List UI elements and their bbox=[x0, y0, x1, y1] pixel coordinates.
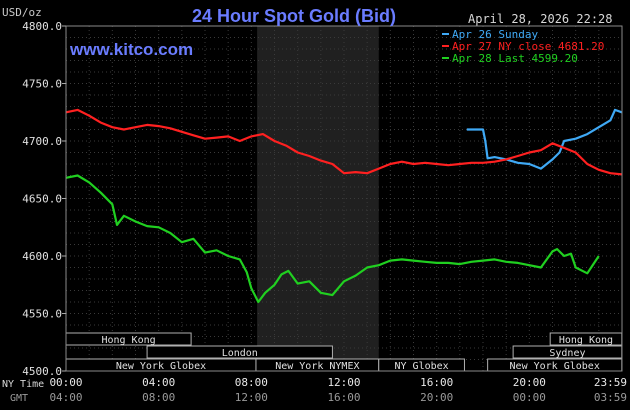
session-bar bbox=[146, 345, 333, 359]
session-label: Sydney bbox=[549, 348, 585, 359]
brand-link[interactable]: www.kitco.com bbox=[69, 40, 193, 59]
y-tick-label: 4700.0 bbox=[22, 135, 62, 148]
x-tick-label-gmt: 04:00 bbox=[49, 391, 82, 404]
series-line-1 bbox=[466, 108, 623, 170]
y-axis-ticks: 4500.0 4550.0 4600.0 4650.0 4700.0 4750.0 4800… bbox=[22, 20, 66, 378]
legend-marker-apr27 bbox=[442, 45, 449, 47]
session-label: New York Globex bbox=[116, 361, 206, 372]
x-tick-label-gmt: 00:00 bbox=[513, 391, 546, 404]
x-tick-label-gmt: 20:00 bbox=[420, 391, 453, 404]
y-axis-unit-label: USD/oz bbox=[2, 6, 42, 19]
series-line-2 bbox=[65, 108, 622, 176]
x-tick-label-gmt: 12:00 bbox=[235, 391, 268, 404]
price-series bbox=[65, 108, 623, 304]
gmt-label: GMT bbox=[10, 393, 28, 404]
legend-entry-apr26: Apr 26 Sunday bbox=[452, 28, 538, 41]
legend-entry-apr27: Apr 27 NY close 4681.20 bbox=[452, 40, 604, 53]
x-axis-ticks: 00:00 04:00 04:00 08:00 08:00 12:00 12:00 16:00… bbox=[49, 376, 627, 404]
y-tick-label: 4600.0 bbox=[22, 250, 62, 263]
legend-markers bbox=[442, 33, 449, 59]
x-tick-label-ny: 12:00 bbox=[327, 376, 360, 389]
legend-entry-apr28: Apr 28 Last 4599.20 bbox=[452, 52, 578, 65]
session-label: New York NYMEX bbox=[275, 361, 359, 372]
y-tick-label: 4500.0 bbox=[22, 365, 62, 378]
legend-marker-apr26 bbox=[442, 33, 449, 35]
y-tick-label: 4800.0 bbox=[22, 20, 62, 33]
series-line-3 bbox=[65, 174, 600, 304]
y-tick-label: 4650.0 bbox=[22, 193, 62, 206]
ny-time-label: NY Time bbox=[2, 379, 44, 390]
x-tick-label-ny: 23:59 bbox=[594, 376, 627, 389]
grid-lines bbox=[66, 26, 622, 371]
nymex-session-shade bbox=[257, 26, 379, 371]
x-tick-label-gmt: 08:00 bbox=[142, 391, 175, 404]
timestamp: April 28, 2026 22:28 bbox=[468, 12, 613, 26]
y-tick-label: 4550.0 bbox=[22, 308, 62, 321]
x-tick-label-ny: 04:00 bbox=[142, 376, 175, 389]
x-tick-label-ny: 08:00 bbox=[235, 376, 268, 389]
session-label: Hong Kong bbox=[559, 335, 613, 346]
session-label: Hong Kong bbox=[101, 335, 155, 346]
session-label: New York Globex bbox=[510, 361, 600, 372]
session-label: London bbox=[222, 348, 258, 359]
session-label: NY Globex bbox=[395, 361, 449, 372]
market-sessions: Hong Kong Hong Kong London Sydney New York G… bbox=[65, 332, 623, 372]
x-tick-label-gmt: 16:00 bbox=[327, 391, 360, 404]
x-tick-label-ny: 20:00 bbox=[513, 376, 546, 389]
x-tick-label-ny: 00:00 bbox=[49, 376, 82, 389]
y-tick-label: 4750.0 bbox=[22, 78, 62, 91]
legend: Apr 26 Sunday Apr 27 NY close 4681.20 Ap… bbox=[452, 28, 604, 65]
x-tick-label-gmt: 03:59 bbox=[594, 391, 627, 404]
legend-marker-apr28 bbox=[442, 57, 449, 59]
chart-title: 24 Hour Spot Gold (Bid) bbox=[192, 6, 396, 26]
x-tick-label-ny: 16:00 bbox=[420, 376, 453, 389]
